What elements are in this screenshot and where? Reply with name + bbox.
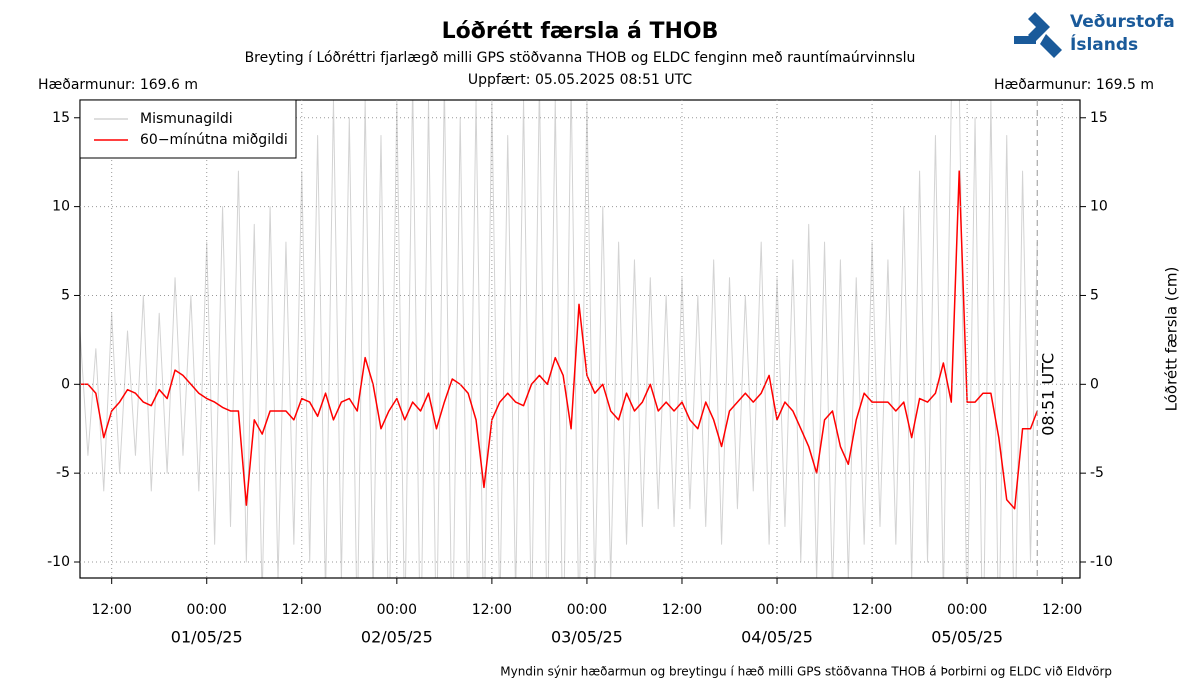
y2-tick-label: 5 xyxy=(1090,287,1099,303)
date-label: 02/05/25 xyxy=(361,628,433,647)
y-tick-label: 10 xyxy=(52,199,70,215)
y-tick-label: -5 xyxy=(56,465,70,481)
x-tick-label: 12:00 xyxy=(472,602,512,618)
right-note: Hæðarmunur: 169.5 m xyxy=(994,77,1154,93)
legend-label: 60−mínútna miðgildi xyxy=(140,132,288,148)
y-tick-label: 5 xyxy=(61,287,70,303)
date-label: 03/05/25 xyxy=(551,628,623,647)
plot-area xyxy=(80,100,1038,578)
x-tick-label: 00:00 xyxy=(947,602,987,618)
y2-tick-label: -10 xyxy=(1090,554,1113,570)
y-axis-label: Lóðrétt færsla (cm) xyxy=(1163,267,1181,412)
date-label: 05/05/25 xyxy=(931,628,1003,647)
plot-frame xyxy=(79,99,1081,579)
left-note: Hæðarmunur: 169.6 m xyxy=(38,77,198,93)
x-tick-label: 00:00 xyxy=(567,602,607,618)
x-tick-label: 12:00 xyxy=(662,602,702,618)
now-label: 08:51 UTC xyxy=(1039,353,1058,436)
date-label: 01/05/25 xyxy=(171,628,243,647)
y-tick-label: 0 xyxy=(61,376,70,392)
logo-text: Íslands xyxy=(1070,33,1138,55)
footer: Myndin sýnir hæðarmun og breytingu í hæð… xyxy=(500,665,1112,679)
date-label: 04/05/25 xyxy=(741,628,813,647)
y-tick-label: -10 xyxy=(47,554,70,570)
y2-tick-label: 15 xyxy=(1090,110,1108,126)
logo-text: Veðurstofa xyxy=(1070,12,1175,32)
y2-tick-label: 0 xyxy=(1090,376,1099,392)
y2-tick-label: -5 xyxy=(1090,465,1104,481)
logo: Veðurstofa Íslands xyxy=(1014,12,1175,58)
updated-note: Uppfært: 05.05.2025 08:51 UTC xyxy=(468,72,692,88)
x-tick-label: 12:00 xyxy=(92,602,132,618)
x-tick-label: 12:00 xyxy=(282,602,322,618)
chart-subtitle: Breyting í Lóðréttri fjarlægð milli GPS … xyxy=(245,50,916,66)
y-tick-label: 15 xyxy=(52,110,70,126)
logo-mark xyxy=(1014,12,1062,58)
x-tick-label: 12:00 xyxy=(852,602,892,618)
legend-box xyxy=(79,99,297,159)
y2-tick-label: 10 xyxy=(1090,199,1108,215)
x-tick-label: 00:00 xyxy=(757,602,797,618)
x-tick-label: 00:00 xyxy=(377,602,417,618)
series-line xyxy=(80,170,1038,510)
x-tick-label: 12:00 xyxy=(1042,602,1082,618)
chart-title: Lóðrétt færsla á THOB xyxy=(442,19,719,44)
x-tick-label: 00:00 xyxy=(187,602,227,618)
legend-label: Mismunagildi xyxy=(140,111,233,127)
series-line xyxy=(80,100,1038,578)
